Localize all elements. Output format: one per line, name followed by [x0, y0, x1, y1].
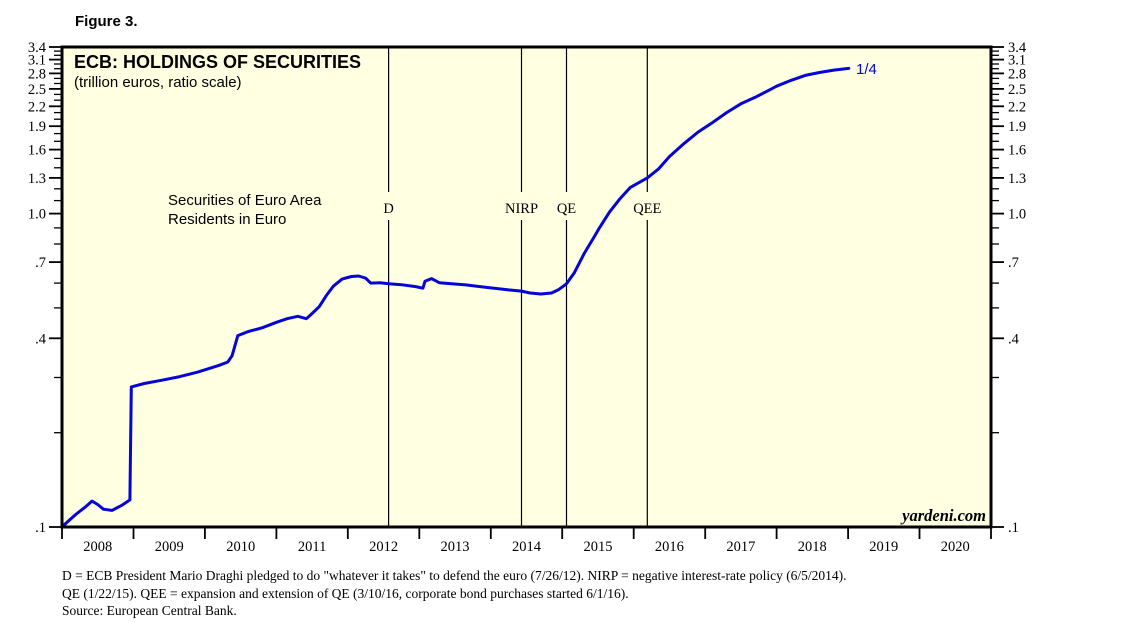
footnotes: D = ECB President Mario Draghi pledged t…	[62, 567, 1102, 620]
x-axis-year-label: 2009	[155, 539, 184, 555]
y-axis-tick-label-right: 2.5	[1008, 82, 1026, 98]
yardeni-watermark: yardeni.com	[900, 506, 986, 525]
y-axis-tick-label-left: 3.1	[28, 53, 46, 69]
y-axis-tick-label-right: 3.4	[1008, 40, 1027, 56]
x-axis-year-label: 2015	[584, 539, 613, 555]
y-axis-tick-label-left: .1	[35, 520, 46, 536]
y-axis-tick-label-right: 1.0	[1008, 207, 1026, 223]
x-axis-year-label: 2019	[869, 539, 898, 555]
event-line-label: NIRP	[505, 201, 538, 217]
y-axis-tick-label-left: .4	[35, 331, 47, 347]
plot-area-background	[62, 47, 991, 527]
y-axis-tick-label-right: 2.8	[1008, 66, 1026, 82]
footnote-line: QE (1/22/15). QEE = expansion and extens…	[62, 585, 629, 601]
figure-label: Figure 3.	[75, 13, 138, 30]
x-axis-year-label: 2010	[226, 539, 255, 555]
event-line-label: D	[383, 201, 393, 217]
y-axis-tick-label-left: 1.0	[28, 207, 46, 223]
plot-area-border	[60, 45, 993, 529]
x-axis-year-label: 2011	[298, 539, 326, 555]
series-annotation-line2: Residents in Euro	[168, 211, 286, 228]
y-axis-tick-label-right: .7	[1008, 255, 1019, 271]
y-axis-tick-label-right: 1.6	[1008, 143, 1026, 159]
y-axis-tick-label-left: 1.6	[28, 143, 46, 159]
y-axis-tick-label-right: 2.2	[1008, 99, 1026, 115]
x-axis-year-label: 2013	[441, 539, 470, 555]
y-axis-tick-label-right: .4	[1008, 331, 1020, 347]
y-axis-tick-label-left: 3.4	[28, 40, 47, 56]
y-axis-tick-label-left: 1.3	[28, 171, 46, 187]
y-axis-tick-label-right: .1	[1008, 520, 1019, 536]
x-axis-year-label: 2020	[941, 539, 970, 555]
x-axis-year-label: 2017	[726, 539, 755, 555]
event-line-label: QEE	[633, 201, 661, 217]
x-axis-year-label: 2012	[369, 539, 398, 555]
footnote-line: D = ECB President Mario Draghi pledged t…	[62, 568, 847, 583]
y-axis-tick-label-left: 2.8	[28, 66, 46, 82]
y-axis-tick-label-left: .7	[35, 255, 46, 271]
chart-subtitle: (trillion euros, ratio scale)	[74, 74, 242, 91]
event-line-label: QE	[557, 201, 576, 217]
y-axis-tick-label-left: 1.9	[28, 119, 46, 135]
chart-title: ECB: HOLDINGS OF SECURITIES	[74, 52, 361, 72]
x-axis-year-label: 2008	[83, 539, 112, 555]
x-axis-year-label: 2018	[798, 539, 827, 555]
y-axis-tick-label-left: 2.5	[28, 82, 46, 98]
series-annotation-line1: Securities of Euro Area	[168, 192, 322, 209]
x-axis-year-label: 2014	[512, 539, 542, 555]
data-series-line	[61, 66, 851, 528]
x-axis-year-label: 2016	[655, 539, 684, 555]
footnote-line: Source: European Central Bank.	[62, 603, 237, 618]
series-end-date-label: 1/4	[856, 61, 877, 78]
y-axis-tick-label-right: 1.9	[1008, 119, 1026, 135]
y-axis-tick-label-right: 1.3	[1008, 171, 1026, 187]
y-axis-tick-label-right: 3.1	[1008, 53, 1026, 69]
y-axis-tick-label-left: 2.2	[28, 99, 46, 115]
